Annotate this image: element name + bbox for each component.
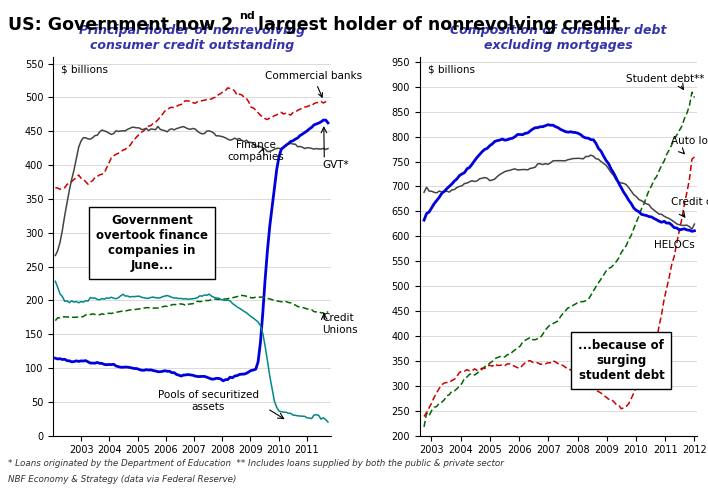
Text: US: Government now 2: US: Government now 2	[8, 16, 234, 34]
Text: Student debt**: Student debt**	[626, 74, 704, 84]
Text: ...because of
surging
student debt: ...because of surging student debt	[578, 340, 664, 382]
Title: Principal holder of nonrevolving
consumer credit outstanding: Principal holder of nonrevolving consume…	[79, 24, 305, 51]
Text: Commercial banks: Commercial banks	[265, 71, 362, 97]
Text: $ billions: $ billions	[428, 64, 475, 75]
Text: nd: nd	[239, 11, 255, 21]
Text: Government
overtook finance
companies in
June...: Government overtook finance companies in…	[96, 214, 207, 272]
Text: GVT*: GVT*	[322, 160, 349, 170]
Text: * Loans originated by the Department of Education  ** Includes loans supplied by: * Loans originated by the Department of …	[8, 459, 504, 468]
Text: Pools of securitized
assets: Pools of securitized assets	[158, 390, 258, 412]
Title: Composition of consumer debt
excluding mortgages: Composition of consumer debt excluding m…	[450, 24, 667, 51]
Text: Finance
companies: Finance companies	[228, 140, 285, 162]
Text: $ billions: $ billions	[62, 64, 108, 75]
Text: Credit
Unions: Credit Unions	[322, 313, 358, 335]
Text: largest holder of nonrevolving credit: largest holder of nonrevolving credit	[252, 16, 620, 34]
Text: Auto loans: Auto loans	[671, 136, 708, 146]
Text: HELOCs: HELOCs	[653, 240, 695, 250]
Text: Credit cards: Credit cards	[671, 197, 708, 207]
Text: NBF Economy & Strategy (data via Federal Reserve): NBF Economy & Strategy (data via Federal…	[8, 475, 237, 484]
